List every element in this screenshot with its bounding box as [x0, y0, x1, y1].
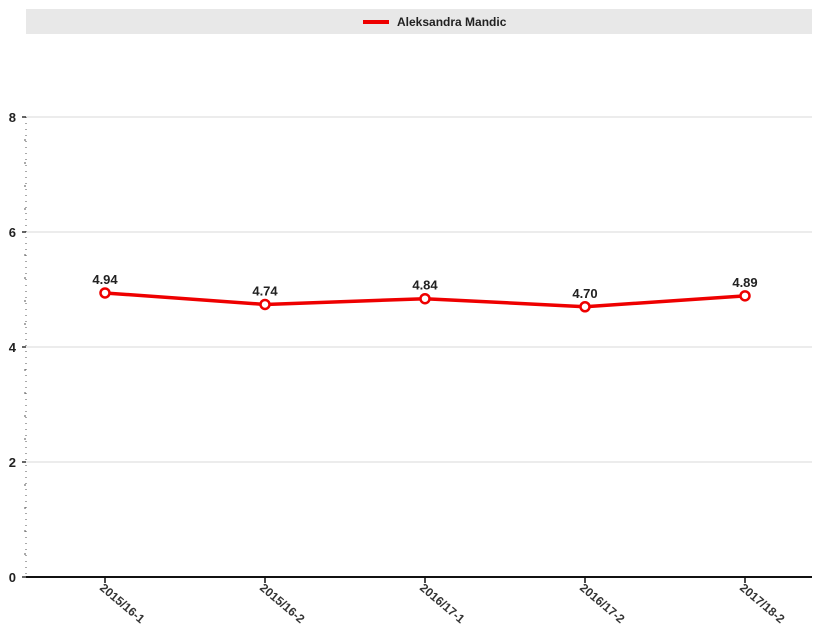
data-label: 4.94: [92, 272, 118, 287]
data-point[interactable]: [579, 301, 591, 313]
y-tick-label: 6: [9, 225, 16, 240]
x-tick-label: 2015/16-1: [97, 581, 148, 627]
axes: 0 2 4 6 8 2015/16-1 2015/16-2 2016/17-1 2016/17-…: [9, 110, 812, 626]
y-tick-label: 0: [9, 570, 16, 585]
gridlines: [26, 116, 812, 463]
x-tick-label: 2015/16-2: [257, 581, 308, 627]
data-point[interactable]: [259, 298, 271, 311]
data-point[interactable]: [739, 290, 751, 302]
y-tick-label: 2: [9, 455, 16, 470]
data-point[interactable]: [419, 292, 431, 305]
legend-label: Aleksandra Mandic: [397, 14, 507, 29]
series-group: 4.94 4.74 4.84 4.70 4.89: [92, 272, 758, 313]
y-tick-label: 4: [9, 340, 17, 355]
data-label: 4.70: [572, 286, 597, 301]
y-tick-label: 8: [9, 110, 16, 125]
legend-swatch: [363, 19, 389, 24]
x-tick-label: 2016/17-1: [417, 581, 468, 627]
data-label: 4.89: [732, 275, 757, 290]
x-tick-label: 2016/17-2: [577, 581, 628, 627]
data-label: 4.74: [252, 283, 278, 298]
legend-item-series-1[interactable]: Aleksandra Mandic: [363, 9, 506, 34]
legend: Aleksandra Mandic: [26, 9, 812, 34]
x-tick-label: 2017/18-2: [737, 581, 788, 627]
data-point[interactable]: [99, 287, 111, 299]
data-label: 4.84: [412, 278, 438, 293]
